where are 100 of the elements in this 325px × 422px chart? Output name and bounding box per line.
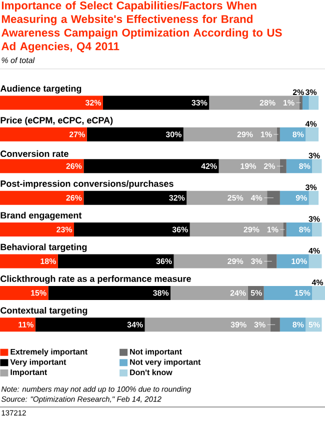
bar <box>306 127 319 142</box>
bar <box>58 254 174 268</box>
chart-subtitle: % of total <box>2 57 35 64</box>
data-label: 15% <box>294 290 310 296</box>
bar <box>0 222 74 237</box>
bar <box>280 318 306 332</box>
bar <box>308 254 322 268</box>
bar <box>312 286 325 300</box>
data-label: 39% <box>230 322 246 328</box>
data-label: 11% <box>18 322 34 328</box>
data-label: 3% <box>308 216 320 222</box>
bar <box>209 96 300 110</box>
bar <box>102 96 210 110</box>
data-label: 4% <box>250 195 262 201</box>
data-label: 1% <box>260 132 272 138</box>
data-label: 1% <box>267 226 278 232</box>
legend-label: Don't know <box>130 369 172 376</box>
data-label: 4% <box>305 121 317 127</box>
data-label: 15% <box>31 290 46 296</box>
bar <box>312 159 322 174</box>
bar <box>183 127 277 142</box>
y-tick-label: Price (eCPM, eCPC, eCPA) <box>0 116 113 126</box>
bar <box>299 96 302 110</box>
chart-title: Importance of Select Capabilities/Factors When Measuring a Website's Effectiveness for Brand Awareness Campaign Optimization According to US Ad Agencies, Q4 2011 <box>1 1 282 52</box>
bar <box>0 159 84 174</box>
data-label: 29% <box>237 132 253 138</box>
bar <box>280 159 286 174</box>
data-label: 2% <box>264 163 276 169</box>
bar <box>84 159 219 174</box>
data-label: 26% <box>66 194 82 201</box>
data-label: 18% <box>40 258 56 264</box>
bar <box>0 286 48 300</box>
bar <box>190 222 284 237</box>
data-label: 36% <box>172 226 188 232</box>
bar <box>283 222 286 237</box>
bar <box>276 254 309 268</box>
bar <box>0 190 84 205</box>
bar <box>267 254 277 268</box>
bar <box>218 159 280 174</box>
bar <box>280 190 309 205</box>
legend-label: Not important <box>130 348 182 356</box>
data-label: 32% <box>85 100 102 106</box>
data-label: 9% <box>296 194 307 201</box>
bar <box>264 286 312 300</box>
bar <box>306 318 322 332</box>
data-label: 29% <box>228 258 244 264</box>
bar <box>280 127 306 142</box>
y-tick-label: Clickthrough rate as a performance measure <box>0 275 191 284</box>
data-label: 34% <box>127 322 143 328</box>
y-tick-label: Post-impression conversions/purchases <box>0 180 174 189</box>
data-label: 4% <box>312 280 324 286</box>
bar <box>84 190 187 205</box>
data-label: 3% <box>308 152 320 158</box>
bar <box>0 96 103 110</box>
bar <box>308 96 319 110</box>
bar <box>86 127 184 142</box>
y-tick-label: Brand engagement <box>0 212 82 220</box>
data-label: 8% <box>299 226 310 232</box>
data-label: 32% <box>169 194 185 201</box>
data-label: 4% <box>308 248 320 254</box>
bar <box>312 222 322 237</box>
y-tick-label: Behavioral targeting <box>0 244 87 252</box>
y-tick-label: Conversion rate <box>0 150 68 157</box>
bar <box>74 222 190 237</box>
data-label: 5% <box>250 290 262 296</box>
data-label: 29% <box>244 226 260 232</box>
bar <box>0 127 87 142</box>
data-label: 2% <box>292 89 304 96</box>
y-tick-label: Audience targeting <box>0 85 82 94</box>
data-label: 36% <box>156 258 172 264</box>
data-label: 28% <box>260 100 276 106</box>
bar <box>308 190 319 205</box>
data-label: 8% <box>299 163 310 169</box>
data-label: 23% <box>56 226 72 232</box>
data-label: 25% <box>228 194 244 201</box>
data-label: 5% <box>308 322 320 328</box>
bar <box>267 190 280 205</box>
bar <box>186 190 268 205</box>
data-label: 3% <box>251 258 262 264</box>
data-label: 24% <box>230 290 246 296</box>
data-label: 8% <box>292 322 304 328</box>
legend-label: Extremely important <box>10 348 88 356</box>
bar <box>174 254 268 268</box>
data-label: 3% <box>305 184 317 190</box>
data-label: 27% <box>69 132 85 138</box>
bar <box>170 286 248 300</box>
legend-label: Not very important <box>130 358 201 366</box>
legend-label: Very important <box>10 358 66 366</box>
data-label: 33% <box>192 100 208 106</box>
bar <box>276 127 280 142</box>
bar <box>48 286 171 300</box>
data-label: 1% <box>283 100 294 106</box>
bar <box>302 96 309 110</box>
bar <box>286 159 312 174</box>
bar <box>286 222 312 237</box>
data-label: 3% <box>305 89 317 96</box>
bar <box>270 318 280 332</box>
bar <box>0 254 58 268</box>
bar <box>144 318 270 332</box>
bar <box>35 318 145 332</box>
